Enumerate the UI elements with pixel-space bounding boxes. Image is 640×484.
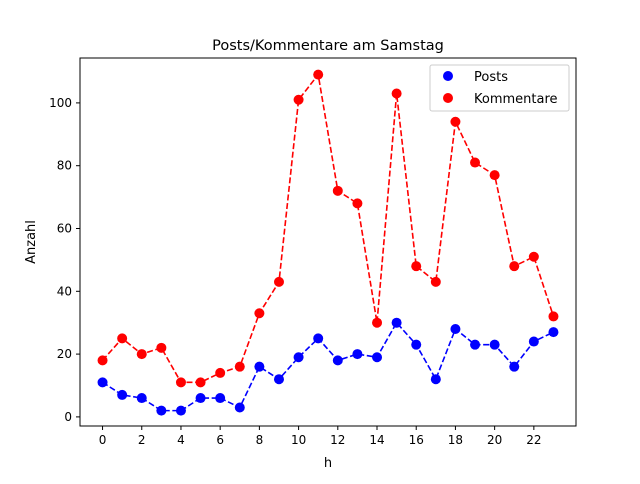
- data-point-posts: [234, 402, 245, 413]
- data-point-kommentare: [352, 198, 363, 209]
- y-tick-label: 0: [64, 410, 72, 424]
- data-point-posts: [470, 339, 481, 350]
- data-point-kommentare: [372, 317, 383, 328]
- data-point-kommentare: [156, 342, 167, 353]
- series-line-posts: [102, 321, 554, 412]
- data-point-posts: [215, 393, 226, 404]
- x-tick-label: 14: [369, 433, 384, 447]
- data-point-posts: [548, 327, 559, 338]
- data-point-posts: [273, 374, 284, 385]
- data-point-posts: [156, 405, 167, 416]
- data-point-kommentare: [411, 261, 422, 272]
- x-tick-label: 12: [330, 433, 345, 447]
- y-tick-label: 60: [57, 221, 72, 235]
- legend-label-posts: Posts: [474, 70, 508, 85]
- data-point-kommentare: [195, 377, 206, 388]
- data-point-posts: [254, 361, 265, 372]
- data-point-posts: [117, 389, 128, 400]
- y-tick-label: 100: [49, 96, 72, 110]
- data-point-kommentare: [97, 355, 108, 366]
- data-point-kommentare: [548, 311, 559, 322]
- data-point-kommentare: [470, 157, 481, 168]
- legend-marker-posts: [443, 71, 453, 81]
- data-point-kommentare: [293, 94, 304, 105]
- data-point-kommentare: [450, 116, 461, 127]
- data-point-posts: [97, 377, 108, 388]
- x-axis-label: h: [324, 456, 332, 471]
- data-point-kommentare: [175, 377, 186, 388]
- x-tick-label: 4: [177, 433, 185, 447]
- x-tick-label: 6: [216, 433, 224, 447]
- x-tick-label: 16: [409, 433, 424, 447]
- x-tick-label: 10: [291, 433, 306, 447]
- data-point-posts: [136, 393, 147, 404]
- data-point-posts: [195, 393, 206, 404]
- data-point-posts: [332, 355, 343, 366]
- data-point-kommentare: [136, 349, 147, 360]
- data-point-kommentare: [234, 361, 245, 372]
- data-point-posts: [489, 339, 500, 350]
- data-point-posts: [313, 333, 324, 344]
- x-tick-label: 2: [138, 433, 146, 447]
- y-tick-label: 40: [57, 284, 72, 298]
- legend-marker-kommentare: [443, 93, 453, 103]
- legend-label-kommentare: Kommentare: [474, 92, 558, 107]
- legend: Posts Kommentare: [429, 64, 570, 112]
- y-tick-label: 20: [57, 347, 72, 361]
- x-tick-label: 22: [526, 433, 541, 447]
- data-point-kommentare: [391, 88, 402, 99]
- data-point-posts: [528, 336, 539, 347]
- data-point-posts: [175, 405, 186, 416]
- chart-title: Posts/Kommentare am Samstag: [212, 38, 444, 54]
- data-point-posts: [391, 317, 402, 328]
- x-tick-label: 8: [256, 433, 264, 447]
- series-line-kommentare: [101, 72, 555, 384]
- data-point-kommentare: [215, 367, 226, 378]
- data-point-kommentare: [273, 276, 284, 287]
- x-tick-label: 0: [99, 433, 107, 447]
- data-point-posts: [450, 323, 461, 334]
- data-point-kommentare: [313, 69, 324, 80]
- data-point-kommentare: [117, 333, 128, 344]
- data-point-posts: [509, 361, 520, 372]
- data-point-kommentare: [332, 185, 343, 196]
- data-point-posts: [352, 349, 363, 360]
- plot-area-frame: [79, 57, 577, 427]
- data-point-kommentare: [489, 170, 500, 181]
- data-point-posts: [372, 352, 383, 363]
- data-point-posts: [293, 352, 304, 363]
- x-tick-label: 20: [487, 433, 502, 447]
- y-axis-label: Anzahl: [24, 220, 39, 264]
- y-tick-label: 80: [57, 159, 72, 173]
- data-point-posts: [411, 339, 422, 350]
- data-point-kommentare: [430, 276, 441, 287]
- data-point-posts: [430, 374, 441, 385]
- data-point-kommentare: [254, 308, 265, 319]
- data-point-kommentare: [528, 251, 539, 262]
- x-tick-label: 18: [448, 433, 463, 447]
- data-point-kommentare: [509, 261, 520, 272]
